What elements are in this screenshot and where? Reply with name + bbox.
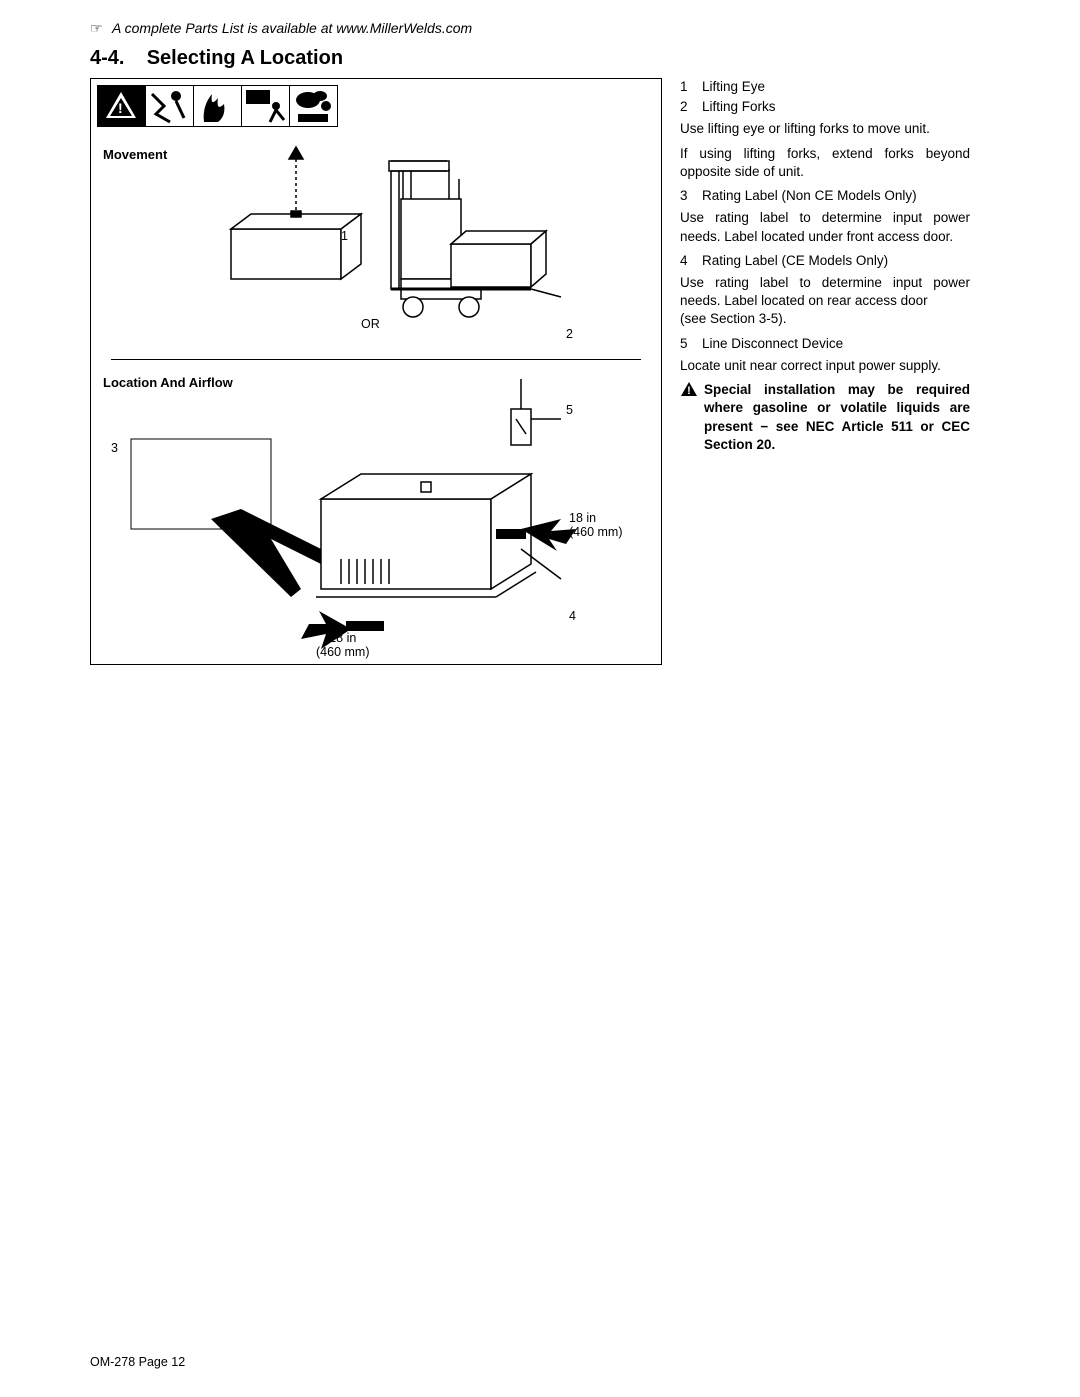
- legend-3-num: 3: [680, 187, 702, 205]
- callout-5: 5: [566, 403, 573, 417]
- doc-id: OM-278: [90, 1355, 135, 1369]
- callout-3: 3: [111, 441, 118, 455]
- hazard-crush-icon: [241, 85, 290, 127]
- hazard-strip: !: [97, 85, 337, 127]
- legend-1-num: 1: [680, 78, 702, 96]
- callout-4: 4: [569, 609, 576, 623]
- pointer-icon: ☞: [90, 20, 103, 37]
- figure-panel: ! Movement: [90, 78, 662, 665]
- page-footer: OM-278 Page 12: [90, 1355, 185, 1369]
- callout-2: 2: [566, 327, 573, 341]
- legend-p5: Locate unit near correct input power sup…: [680, 357, 970, 375]
- legend-5-num: 5: [680, 335, 702, 353]
- callout-1: 1: [341, 229, 348, 243]
- warning-triangle-icon: !: [97, 85, 146, 127]
- warning-icon: !: [680, 381, 698, 454]
- legend-p4b: (see Section 3-5).: [680, 310, 970, 328]
- legend-2-text: Lifting Forks: [702, 98, 776, 116]
- section-title-text: Selecting A Location: [147, 47, 343, 69]
- legend-2-num: 2: [680, 98, 702, 116]
- dist-right: 18 in (460 mm): [569, 511, 622, 539]
- legend-p4: Use rating label to determine input powe…: [680, 274, 970, 310]
- warning-text: Special installation may be required whe…: [704, 381, 970, 454]
- legend-p3: Use rating label to determine input powe…: [680, 209, 970, 245]
- legend-1-text: Lifting Eye: [702, 78, 765, 96]
- or-label: OR: [361, 317, 380, 331]
- parts-list-note: ☞ A complete Parts List is available at …: [90, 20, 990, 37]
- parts-list-text: A complete Parts List is available at ww…: [112, 20, 472, 36]
- movement-diagram: [91, 139, 661, 369]
- legend-3-text: Rating Label (Non CE Models Only): [702, 187, 917, 205]
- section-number: 4-4.: [90, 47, 124, 69]
- hazard-fire-icon: [193, 85, 242, 127]
- section-heading: 4-4. Selecting A Location: [90, 47, 990, 70]
- legend-p1: Use lifting eye or lifting forks to move…: [680, 120, 970, 138]
- hazard-shock-icon: [145, 85, 194, 127]
- figure-divider: [111, 359, 641, 360]
- legend-column: 1Lifting Eye 2Lifting Forks Use lifting …: [680, 78, 970, 665]
- legend-4-num: 4: [680, 252, 702, 270]
- legend-5-text: Line Disconnect Device: [702, 335, 843, 353]
- svg-text:!: !: [687, 385, 691, 397]
- page-number: Page 12: [139, 1355, 186, 1369]
- legend-4-text: Rating Label (CE Models Only): [702, 252, 888, 270]
- legend-p2: If using lifting forks, extend forks bey…: [680, 145, 970, 181]
- dist-left: 18 in (460 mm): [316, 631, 369, 659]
- hazard-fumes-icon: [289, 85, 338, 127]
